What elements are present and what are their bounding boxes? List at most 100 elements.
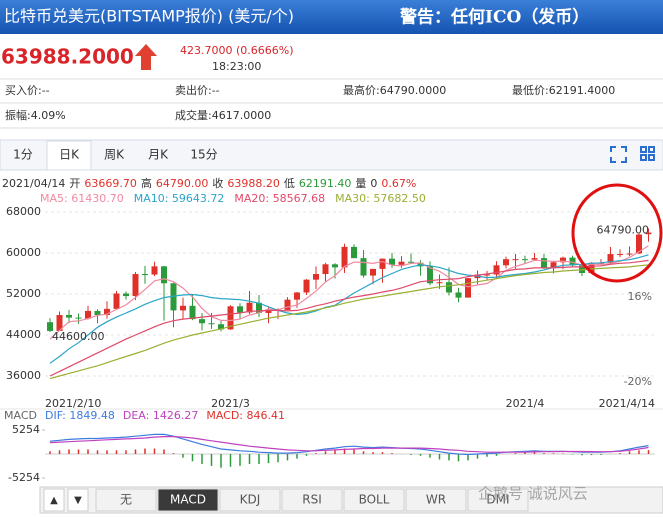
ohlc-info: 2021/04/14 开 63669.70 高 64790.00 收 63988.20 低 62… xyxy=(2,176,416,190)
candle-body xyxy=(170,283,177,311)
info-cell: 卖出价:-- xyxy=(175,83,220,97)
header-bar xyxy=(0,0,663,34)
candle-body xyxy=(607,254,614,263)
info-cell: 成交量:4617.0000 xyxy=(175,108,271,122)
ohlc-item: 62191.40 xyxy=(299,177,352,190)
candle-body xyxy=(284,299,291,310)
candle-body xyxy=(47,322,53,331)
candle-body xyxy=(579,265,585,274)
indicator-tab[interactable] xyxy=(95,488,157,512)
candle-body xyxy=(66,315,72,318)
grid-icon[interactable] xyxy=(640,146,655,161)
indicator-label: KDJ xyxy=(240,493,261,507)
macd-line xyxy=(49,436,649,453)
ohlc-item: 0 xyxy=(370,177,377,190)
ohlc-item: 高 xyxy=(141,176,152,190)
tab[interactable]: 月K xyxy=(148,148,169,162)
header-warning: 警告：任何ICO（发币） xyxy=(399,7,589,28)
macd-legend-item: MACD xyxy=(4,409,37,422)
indicator-tab[interactable] xyxy=(467,488,529,512)
candle-body xyxy=(370,268,376,276)
candle-body xyxy=(379,258,386,269)
indicator-label: DMI xyxy=(486,493,509,507)
candle-body xyxy=(531,258,538,260)
candle-body xyxy=(560,257,566,263)
indicator-label: BOLL xyxy=(359,493,390,507)
quote-time: 18:23:00 xyxy=(212,60,261,73)
candle-body xyxy=(636,234,642,254)
ohlc-item: 量 xyxy=(355,177,366,190)
header-title: 比特币兑美元(BITSTAMP报价) (美元/个) xyxy=(4,7,294,26)
candle-body xyxy=(123,293,129,297)
indicator-label: MACD xyxy=(170,493,206,507)
candle-body xyxy=(398,261,405,265)
tab[interactable]: 1分 xyxy=(13,148,33,162)
ohlc-item: 低 xyxy=(284,177,295,190)
watermark: 企鹅号 诚说风云 xyxy=(478,485,588,503)
y2-tick-label: 16% xyxy=(628,290,652,303)
candle-body xyxy=(493,265,500,275)
candle-body xyxy=(626,253,633,255)
info-grid: 买入价:-- 卖出价:-- 最高价:64790.0000 最低价:62191.4000… xyxy=(5,83,615,122)
info-cell: 最低价:62191.4000 xyxy=(512,84,615,97)
tab[interactable]: 周K xyxy=(104,148,125,162)
ohlc-item: 2021/04/14 xyxy=(2,177,65,190)
candle-body xyxy=(645,232,652,235)
y-tick-label: 60000 xyxy=(6,246,41,259)
candle-body xyxy=(484,274,490,276)
highlight-circle xyxy=(571,183,663,283)
candle-body xyxy=(189,305,196,320)
tab[interactable]: 日K xyxy=(59,148,80,162)
candle-body xyxy=(588,262,595,274)
candle-body xyxy=(237,306,243,313)
price: 63988.2000 xyxy=(1,45,134,69)
candle-body xyxy=(85,310,91,319)
nav-label: ▲ xyxy=(50,495,58,506)
candle-body xyxy=(436,282,443,284)
indicator-tab[interactable] xyxy=(405,488,467,512)
nav-button[interactable] xyxy=(67,488,89,512)
tab[interactable]: 15分 xyxy=(190,148,217,162)
ohlc-item: 收 xyxy=(212,176,223,190)
candle-body xyxy=(199,319,205,324)
tabs: 1分 日K 周K 月K 15分 xyxy=(13,140,218,171)
candle-body xyxy=(56,315,63,331)
ohlc-item: 64790.00 xyxy=(156,177,209,190)
candle-body xyxy=(341,246,348,268)
y-tick-label: -5254 xyxy=(8,471,40,484)
macd-legend-item: MACD: 846.41 xyxy=(206,409,285,422)
nav-button[interactable] xyxy=(43,488,65,512)
candle-body xyxy=(151,266,158,275)
ma-line xyxy=(49,245,649,340)
fullscreen-icon[interactable] xyxy=(610,146,627,163)
ohlc-item: 0.67% xyxy=(381,177,416,190)
ma-legend: MA5: 61430.70 MA10: 59643.72 MA20: 58567.6… xyxy=(40,192,426,205)
y2-tick-label: -20% xyxy=(624,375,652,388)
candle-body xyxy=(75,317,82,319)
candle-body xyxy=(113,293,120,309)
candle-body xyxy=(322,264,329,275)
candle-body xyxy=(132,274,139,297)
candle-body xyxy=(180,305,186,311)
indicator-tab[interactable] xyxy=(343,488,405,512)
candle-body xyxy=(218,324,224,330)
indicator-tab[interactable] xyxy=(219,488,281,512)
ma-legend-item: MA5: 61430.70 xyxy=(40,192,124,205)
candle-body xyxy=(294,292,300,300)
candle-body xyxy=(265,310,272,313)
ohlc-item: 开 xyxy=(69,177,80,190)
candle-body xyxy=(256,302,262,313)
indicator-label: WR xyxy=(426,493,446,507)
y-tick-label: 68000 xyxy=(6,205,41,218)
ohlc-item: 63988.20 xyxy=(227,177,280,190)
indicator-tab[interactable] xyxy=(157,488,219,512)
candle-body xyxy=(522,259,528,261)
info-cell: 买入价:-- xyxy=(5,84,50,97)
info-cell: 最高价:64790.0000 xyxy=(343,83,446,97)
indicator-tab[interactable] xyxy=(281,488,343,512)
ma-line xyxy=(49,254,649,364)
indicator-label: RSI xyxy=(302,493,322,507)
candle-body xyxy=(332,264,338,268)
candle-body xyxy=(208,323,215,325)
